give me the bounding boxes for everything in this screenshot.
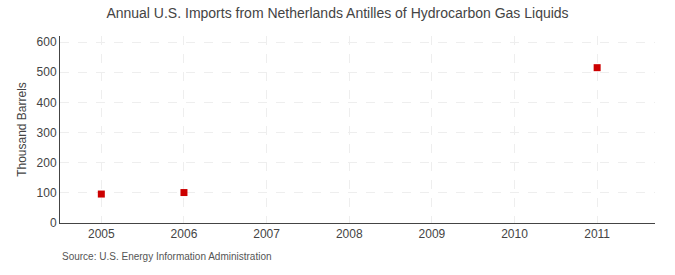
svg-text:0: 0 <box>50 216 57 230</box>
svg-text:300: 300 <box>37 126 57 140</box>
svg-text:2010: 2010 <box>501 227 528 241</box>
svg-text:Source: U.S. Energy Informatio: Source: U.S. Energy Information Administ… <box>62 251 272 262</box>
svg-text:Thousand Barrels: Thousand Barrels <box>15 82 29 177</box>
svg-text:200: 200 <box>37 156 57 170</box>
svg-text:2009: 2009 <box>419 227 446 241</box>
svg-text:500: 500 <box>37 65 57 79</box>
svg-text:2007: 2007 <box>253 227 280 241</box>
svg-text:2005: 2005 <box>88 227 115 241</box>
svg-text:Annual U.S. Imports from Nethe: Annual U.S. Imports from Netherlands Ant… <box>106 5 568 21</box>
svg-text:2008: 2008 <box>336 227 363 241</box>
svg-text:2011: 2011 <box>584 227 610 241</box>
svg-text:400: 400 <box>37 96 57 110</box>
svg-text:100: 100 <box>37 186 57 200</box>
svg-text:2006: 2006 <box>171 227 198 241</box>
svg-text:600: 600 <box>37 35 57 49</box>
